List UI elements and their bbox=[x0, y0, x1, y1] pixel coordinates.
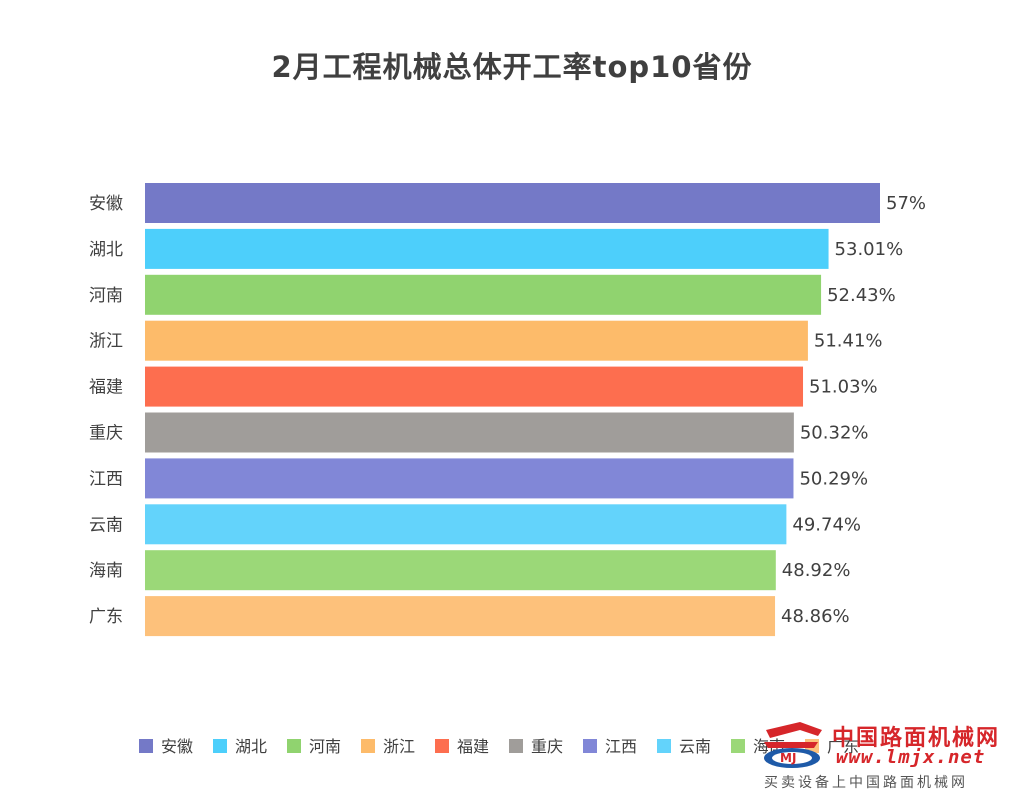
value-label-8: 48.92% bbox=[782, 560, 851, 581]
legend-swatch-3 bbox=[361, 739, 375, 753]
value-label-0: 57% bbox=[886, 193, 926, 214]
legend-swatch-5 bbox=[509, 739, 523, 753]
bar-2 bbox=[145, 274, 822, 315]
bar-7 bbox=[145, 504, 787, 545]
value-label-2: 52.43% bbox=[827, 285, 896, 306]
bar-6 bbox=[145, 458, 794, 499]
category-label-5: 重庆 bbox=[89, 424, 123, 444]
value-label-5: 50.32% bbox=[800, 423, 869, 444]
category-label-6: 江西 bbox=[89, 469, 123, 489]
category-label-4: 福建 bbox=[89, 378, 123, 398]
legend-item-9: 广东 bbox=[827, 737, 859, 756]
legend-item-5: 重庆 bbox=[531, 737, 563, 756]
bar-0 bbox=[145, 183, 880, 223]
watermark-slogan: 买卖设备上中国路面机械网 bbox=[764, 775, 968, 791]
value-label-1: 53.01% bbox=[835, 239, 904, 260]
category-label-2: 河南 bbox=[89, 286, 123, 306]
legend-item-0: 安徽 bbox=[161, 737, 193, 756]
category-label-1: 湖北 bbox=[89, 240, 123, 260]
legend-swatch-6 bbox=[583, 739, 597, 753]
watermark-name: 中国路面机械网 bbox=[832, 726, 1001, 751]
value-label-3: 51.41% bbox=[814, 331, 883, 352]
legend-swatch-2 bbox=[287, 739, 301, 753]
category-label-8: 海南 bbox=[89, 561, 123, 581]
value-label-9: 48.86% bbox=[781, 606, 850, 627]
legend-item-3: 浙江 bbox=[383, 737, 415, 756]
bar-8 bbox=[145, 550, 776, 591]
category-label-3: 浙江 bbox=[89, 332, 123, 352]
svg-text:MJ: MJ bbox=[780, 751, 796, 765]
legend-item-2: 河南 bbox=[309, 737, 341, 756]
bar-3 bbox=[145, 320, 808, 361]
value-label-4: 51.03% bbox=[809, 377, 878, 398]
legend-item-7: 云南 bbox=[679, 737, 711, 756]
legend-swatch-1 bbox=[213, 739, 227, 753]
legend-item-1: 湖北 bbox=[235, 737, 267, 756]
watermark: MJ 中国路面机械网 www.lmjx.net 买卖设备上中国路面机械网 bbox=[760, 716, 1016, 796]
category-label-9: 广东 bbox=[89, 607, 123, 627]
chart-title: 2月工程机械总体开工率top10省份 bbox=[271, 50, 753, 84]
category-label-0: 安徽 bbox=[89, 194, 123, 214]
value-label-7: 49.74% bbox=[792, 514, 861, 535]
legend-swatch-8 bbox=[731, 739, 745, 753]
lmjx-logo-icon: MJ bbox=[764, 722, 822, 768]
legend-swatch-4 bbox=[435, 739, 449, 753]
watermark-url: www.lmjx.net bbox=[836, 746, 986, 768]
bar-4 bbox=[145, 366, 804, 407]
bar-5 bbox=[145, 412, 794, 453]
value-labels: 57% 53.01% 52.43% 51.41% 51.03% 50.32% 50.29% 4… bbox=[781, 193, 926, 627]
legend-item-6: 江西 bbox=[605, 737, 637, 756]
legend-swatch-0 bbox=[139, 739, 153, 753]
legend-swatch-7 bbox=[657, 739, 671, 753]
bars-group bbox=[145, 183, 880, 637]
category-label-7: 云南 bbox=[89, 515, 123, 535]
value-label-6: 50.29% bbox=[799, 468, 868, 489]
legend-item-4: 福建 bbox=[457, 737, 489, 756]
bar-9 bbox=[145, 596, 776, 637]
bar-1 bbox=[145, 228, 829, 269]
